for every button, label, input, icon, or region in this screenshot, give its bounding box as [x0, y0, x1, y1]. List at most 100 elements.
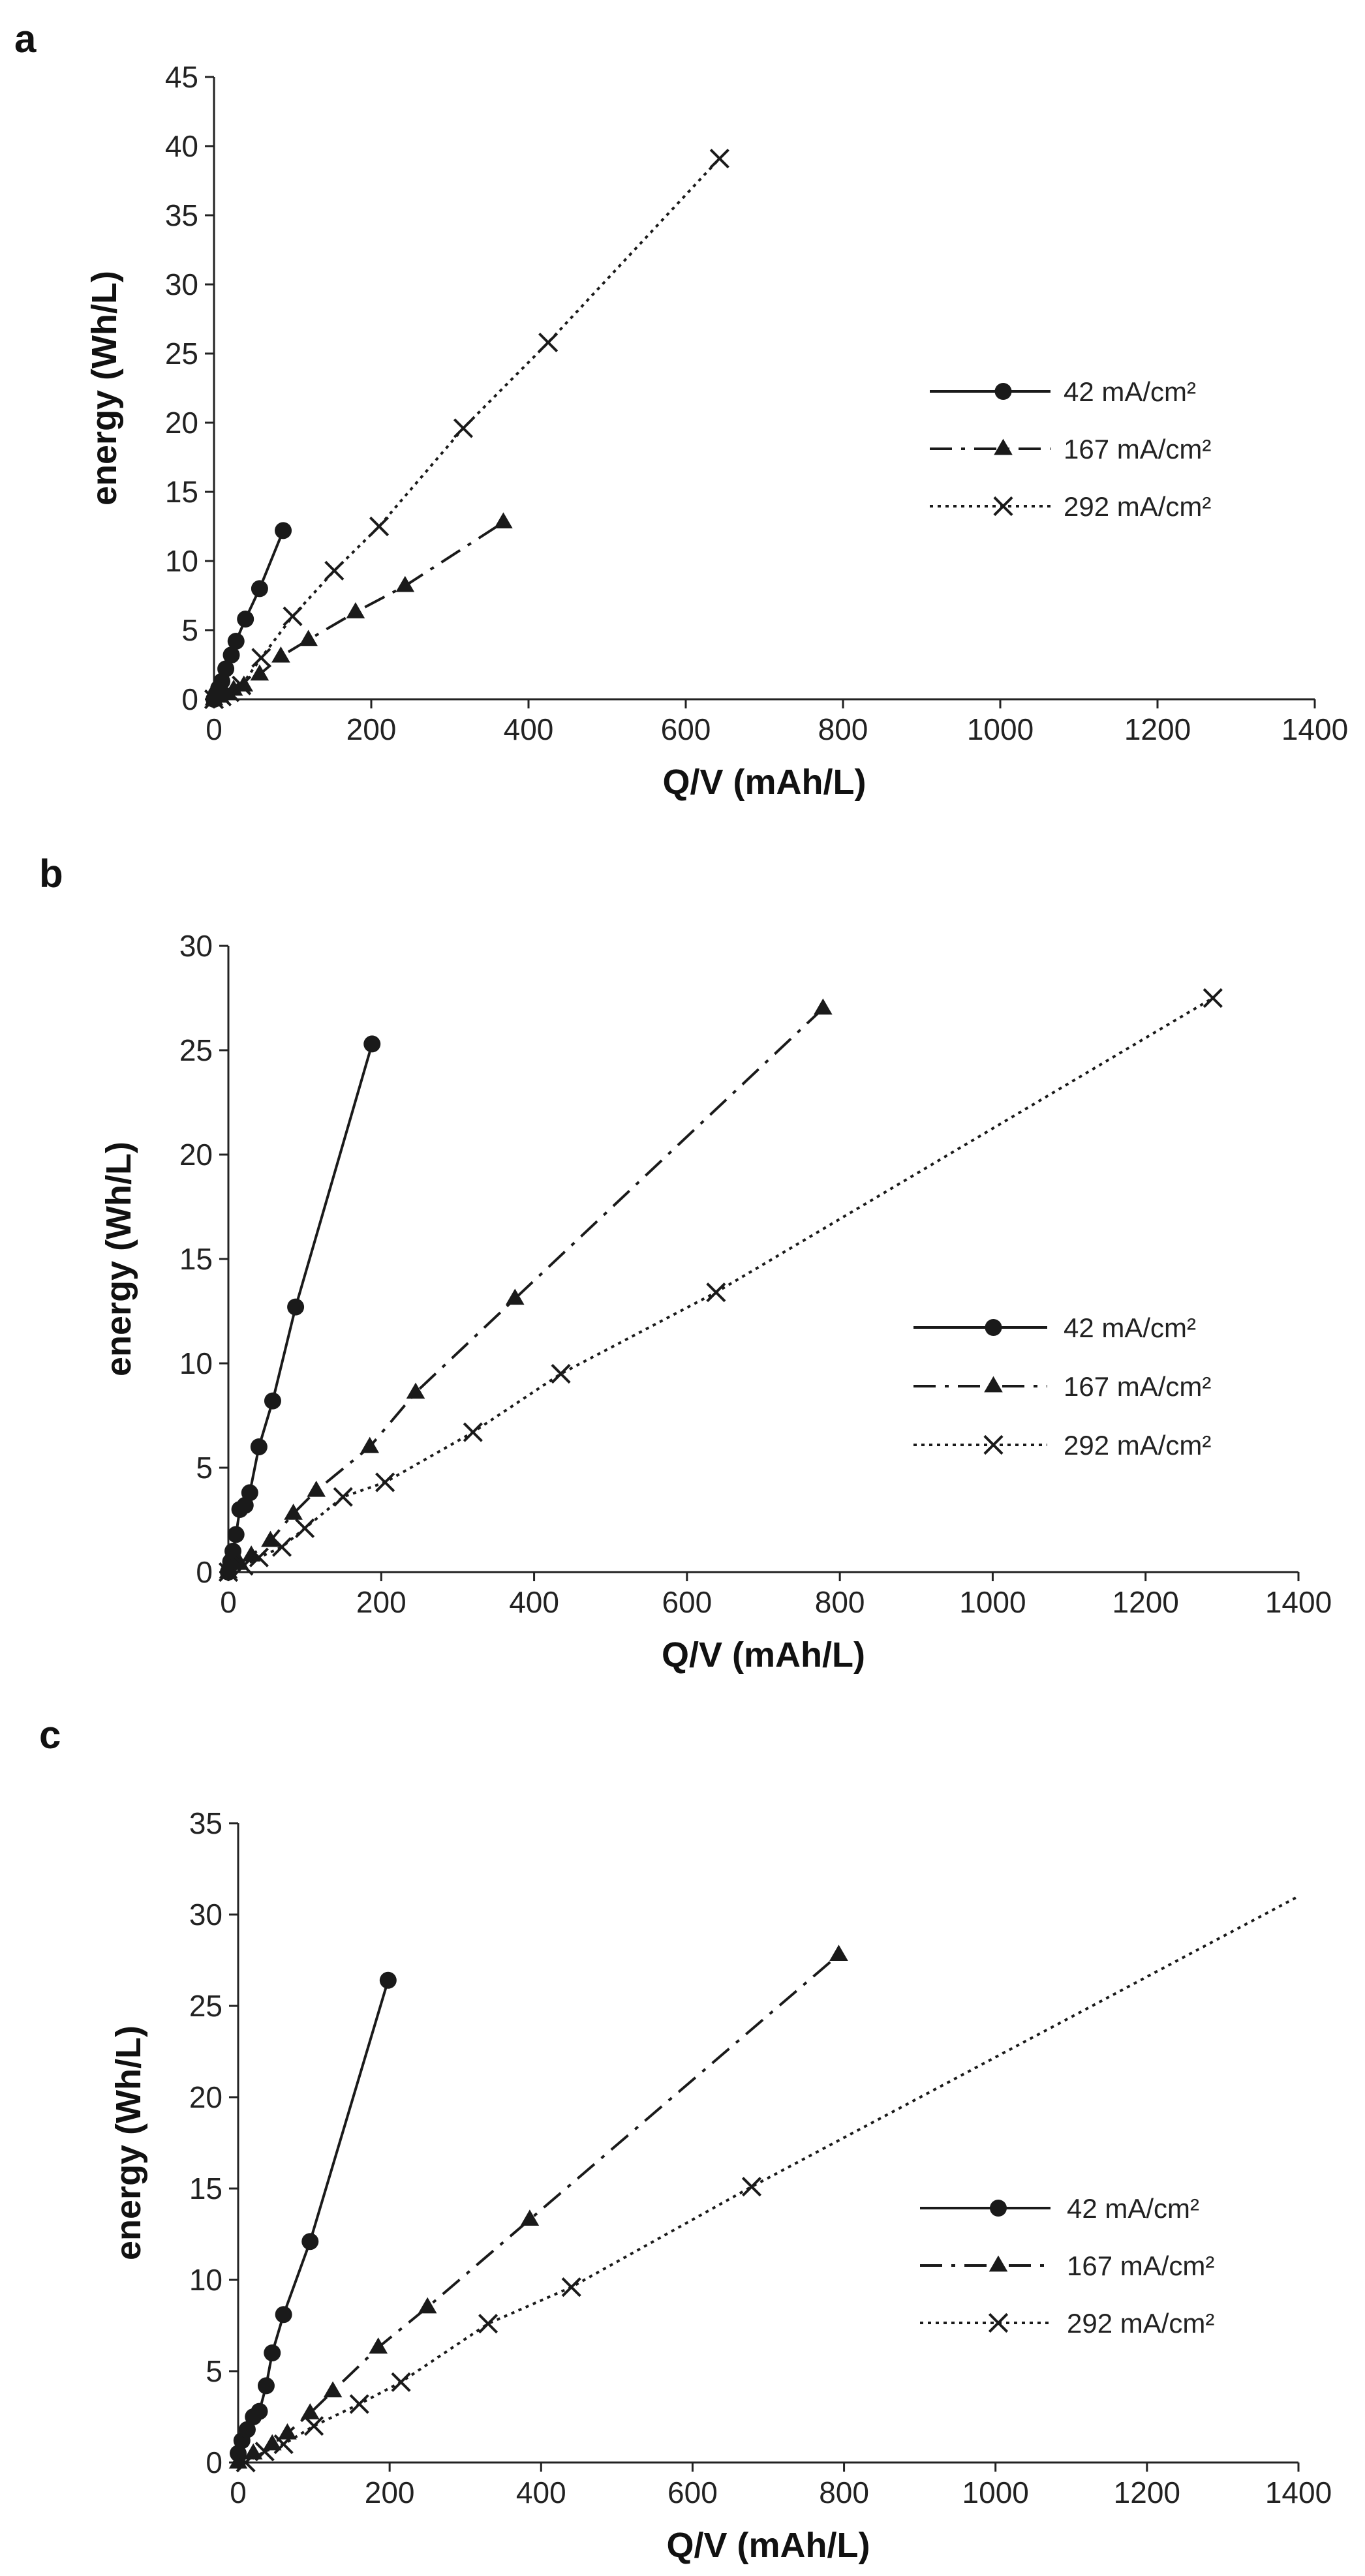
data-point-circle: [264, 1392, 281, 1410]
data-point-circle: [241, 1484, 258, 1502]
data-point-x: [234, 1556, 254, 1576]
data-point-triangle: [243, 2443, 263, 2460]
data-point-circle: [251, 580, 268, 598]
data-point-circle: [257, 2377, 275, 2395]
data-point-triangle: [299, 629, 318, 646]
legend-marker-triangle: [994, 438, 1013, 455]
data-point-circle: [227, 1526, 245, 1543]
x-tick-label: 800: [819, 2476, 869, 2509]
data-point-x: [706, 1282, 726, 1303]
series-3: [218, 988, 1223, 1583]
data-point-circle: [275, 522, 292, 539]
x-tick-label: 1400: [1265, 2476, 1332, 2509]
data-point-circle: [237, 611, 254, 628]
legend-entry: 167 mA/cm²: [1064, 1371, 1211, 1402]
x-tick-label: 1000: [959, 1585, 1026, 1619]
series-3: [236, 1895, 1299, 2473]
data-point-triangle: [219, 1562, 238, 1579]
y-tick-label: 30: [189, 1898, 222, 1932]
data-point-x: [538, 332, 559, 353]
data-point-triangle: [360, 1436, 380, 1453]
data-point-triangle: [369, 2337, 388, 2354]
y-tick-label: 20: [179, 1138, 213, 1172]
panel-label: b: [39, 852, 63, 896]
y-axis-title: energy (Wh/L): [99, 1142, 138, 1376]
data-point-circle: [251, 2402, 268, 2420]
data-point-x: [251, 648, 271, 668]
data-point-circle: [224, 1543, 242, 1560]
data-point-triangle: [829, 1945, 848, 1961]
data-point-x: [295, 1518, 315, 1538]
x-tick-label: 1200: [1114, 2476, 1180, 2509]
legend: 42 mA/cm² 167 mA/cm² 292 mA/cm²: [920, 2193, 1214, 2339]
y-tick-label: 45: [165, 60, 198, 94]
legend-marker-x: [983, 1434, 1004, 1455]
data-point-x: [375, 1472, 395, 1493]
data-point-triangle: [814, 998, 833, 1015]
legend-marker-x: [993, 496, 1013, 517]
legend-entry: 42 mA/cm²: [1064, 1312, 1196, 1343]
legend-entry: 292 mA/cm²: [1064, 1430, 1211, 1461]
x-tick-label: 400: [509, 1585, 559, 1619]
data-point-triangle: [284, 1504, 303, 1520]
data-point-x: [220, 682, 240, 703]
data-point-x: [391, 2372, 411, 2392]
x-tick-label: 600: [661, 712, 711, 746]
data-point-circle: [275, 2306, 292, 2324]
data-point-circle: [301, 2233, 319, 2250]
legend-entry: 42 mA/cm²: [1067, 2193, 1199, 2224]
x-tick-label: 0: [206, 712, 222, 746]
y-tick-label: 10: [189, 2263, 222, 2297]
y-tick-label: 15: [165, 475, 198, 509]
y-tick-label: 0: [196, 1555, 213, 1589]
data-point-circle: [238, 2421, 256, 2438]
data-point-circle: [222, 646, 240, 664]
y-tick-label: 5: [181, 613, 198, 647]
y-tick-label: 0: [206, 2446, 222, 2479]
data-point-triangle: [300, 2403, 320, 2419]
y-tick-label: 20: [189, 2080, 222, 2114]
data-point-x: [283, 606, 303, 626]
data-point-x: [561, 2277, 581, 2297]
y-tick-label: 15: [179, 1242, 213, 1276]
series-1: [230, 1971, 397, 2462]
data-point-x: [478, 2314, 498, 2334]
x-tick-label: 1400: [1265, 1585, 1332, 1619]
y-tick-label: 25: [179, 1033, 213, 1067]
legend-marker-circle: [994, 383, 1012, 400]
data-point-x: [304, 2416, 324, 2436]
legend-marker-circle: [985, 1319, 1002, 1336]
data-point-triangle: [406, 1382, 425, 1399]
legend-entry: 167 mA/cm²: [1064, 434, 1211, 464]
chart-panel-a: a 0 5 10 15 20 25 30 35 40 45 0 200 400 600 800 1000 1200…: [14, 17, 1348, 802]
y-tick-label: 20: [165, 406, 198, 440]
x-tick-label: 0: [220, 1585, 237, 1619]
data-point-triangle: [261, 1530, 280, 1547]
data-point-circle: [287, 1298, 305, 1316]
data-point-triangle: [346, 602, 365, 618]
series-line: [245, 1895, 1299, 2464]
x-tick-label: 800: [815, 1585, 865, 1619]
x-axis-title: Q/V (mAh/L): [667, 2526, 870, 2565]
data-point-triangle: [323, 2381, 343, 2398]
y-tick-label: 30: [179, 929, 213, 963]
legend-entry: 292 mA/cm²: [1067, 2308, 1214, 2339]
data-point-triangle: [418, 2297, 437, 2314]
data-point-triangle: [278, 2423, 297, 2440]
data-point-x: [709, 149, 729, 169]
data-point-x: [271, 1537, 292, 1557]
y-tick-label: 25: [189, 1989, 222, 2023]
data-point-triangle: [307, 1480, 326, 1497]
legend-marker-circle: [990, 2200, 1007, 2217]
data-point-triangle: [250, 664, 269, 681]
series-2: [228, 1945, 848, 2469]
data-point-x: [741, 2177, 762, 2197]
chart-panel-c: c 0 5 10 15 20 25 30 35 0 200 400 600 800 1000 1200 1400…: [39, 1713, 1332, 2565]
data-point-circle: [264, 2344, 281, 2361]
y-tick-label: 30: [165, 267, 198, 301]
legend-entry: 292 mA/cm²: [1064, 491, 1211, 522]
x-tick-label: 0: [230, 2476, 247, 2509]
x-tick-label: 1200: [1124, 712, 1191, 746]
x-axis-title: Q/V (mAh/L): [662, 1635, 865, 1674]
x-tick-label: 1200: [1112, 1585, 1179, 1619]
